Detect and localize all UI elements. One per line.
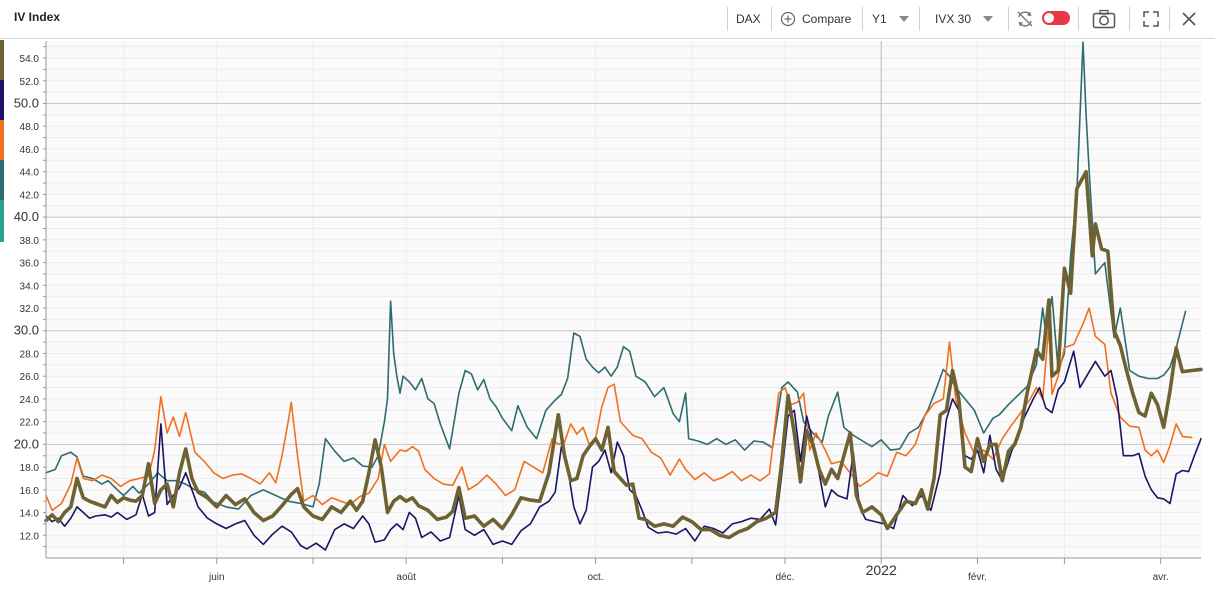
toolbar-divider (1129, 7, 1130, 31)
series-line-4 (44, 169, 1203, 540)
series-swatch-green (0, 200, 4, 242)
y-tick-label: 12.0 (20, 531, 40, 542)
fullscreen-button[interactable] (1138, 6, 1164, 32)
series-swatch-orange (0, 120, 4, 160)
snapshot-button[interactable] (1091, 6, 1117, 32)
y-tick-label: 32.0 (20, 304, 40, 315)
toolbar-divider (1008, 7, 1009, 31)
y-tick-label: 16.0 (20, 486, 40, 497)
y-tick-label: 20.0 (14, 436, 39, 451)
period-value: Y1 (872, 12, 887, 26)
x-tick-label: août (396, 572, 416, 583)
symbol-selector[interactable]: DAX (736, 12, 761, 26)
toolbar-divider (862, 7, 863, 31)
iv-chart: 12.0 14.0 16.0 18.0 20.0 22.0 24.0 26.0 28.0 30.0… (14, 41, 1203, 583)
x-tick-label: déc. (775, 572, 794, 583)
y-tick-label: 46.0 (20, 145, 40, 156)
x-tick-label: févr. (968, 572, 987, 583)
toolbar-divider (727, 7, 728, 31)
period-selector[interactable]: Y1 (872, 0, 909, 38)
y-tick-label: 14.0 (20, 509, 40, 520)
y-tick-label: 42.0 (20, 190, 40, 201)
y-tick-label: 36.0 (20, 259, 40, 270)
camera-icon (1092, 9, 1116, 29)
caret-down-icon (983, 16, 994, 22)
close-icon (1182, 12, 1196, 26)
y-tick-label: 18.0 (20, 463, 40, 474)
toolbar-divider (771, 7, 772, 31)
close-button[interactable] (1176, 6, 1202, 32)
series-line-2 (45, 307, 1193, 512)
y-tick-label: 54.0 (20, 54, 40, 65)
fullscreen-icon (1143, 11, 1159, 27)
y-tick-label: 30.0 (14, 323, 39, 338)
y-tick-label: 50.0 (14, 95, 39, 110)
plot-background (46, 41, 1201, 558)
toolbar-divider (1169, 7, 1170, 31)
y-tick-label: 48.0 (20, 122, 40, 133)
plus-circle-icon (780, 11, 796, 27)
y-tick-label: 26.0 (20, 372, 40, 383)
x-tick-label: 2022 (866, 562, 897, 578)
chart-area: 12.0 14.0 16.0 18.0 20.0 22.0 24.0 26.0 28.0 30.0… (0, 39, 1215, 595)
measure-value: IVX 30 (935, 12, 972, 26)
y-axis: 12.0 14.0 16.0 18.0 20.0 22.0 24.0 26.0 28.0 30.0… (14, 41, 47, 558)
series-swatch-teal (0, 160, 4, 200)
series-line-1 (45, 41, 1187, 510)
sync-button[interactable] (1012, 6, 1038, 32)
y-tick-label: 22.0 (20, 418, 40, 429)
series-swatch-navy (0, 80, 4, 120)
compare-button[interactable]: Compare (780, 0, 851, 38)
y-tick-label: 28.0 (20, 349, 40, 360)
sync-toggle[interactable] (1042, 11, 1070, 25)
toolbar-divider (1078, 7, 1079, 31)
y-tick-label: 40.0 (14, 209, 39, 224)
grid-lines (46, 41, 1201, 558)
compare-label: Compare (802, 12, 852, 26)
toolbar: IV Index DAX Compare Y1 IVX 30 (0, 0, 1215, 39)
x-tick-label: juin (208, 572, 225, 583)
measure-selector[interactable]: IVX 30 (935, 0, 994, 38)
x-tick-label: avr. (1153, 572, 1169, 583)
chart-title: IV Index (14, 10, 61, 24)
y-tick-label: 34.0 (20, 281, 40, 292)
y-tick-label: 52.0 (20, 77, 40, 88)
x-tick-label: oct. (587, 572, 603, 583)
series-swatch-olive (0, 40, 4, 80)
x-axis: juin août oct. déc. 2022 févr. avr. (46, 557, 1201, 583)
series-group (44, 41, 1203, 551)
y-tick-label: 44.0 (20, 168, 40, 179)
y-tick-label: 24.0 (20, 395, 40, 406)
toolbar-divider (919, 7, 920, 31)
toggle-knob (1044, 13, 1054, 23)
caret-down-icon (898, 16, 909, 22)
sync-icon (1017, 11, 1033, 27)
y-tick-label: 38.0 (20, 236, 40, 247)
